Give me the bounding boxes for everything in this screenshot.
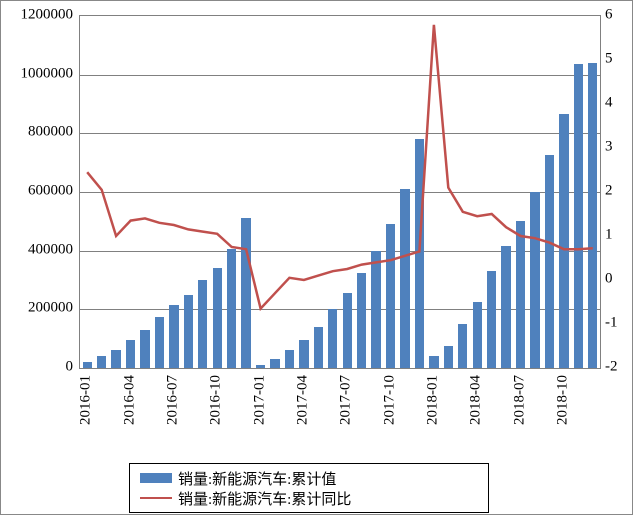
y1-axis-label: 0 — [1, 359, 73, 376]
legend-item: 销量:新能源汽车:累计值 — [140, 468, 478, 488]
y1-axis-label: 1000000 — [1, 65, 73, 82]
line-series — [80, 16, 600, 368]
y2-axis-label: 5 — [605, 51, 613, 68]
legend: 销量:新能源汽车:累计值销量:新能源汽车:累计同比 — [129, 463, 489, 513]
y1-axis-label: 400000 — [1, 241, 73, 258]
x-axis-label: 2017-01 — [251, 375, 268, 425]
legend-label: 销量:新能源汽车:累计值 — [178, 468, 336, 489]
x-axis-label: 2016-07 — [164, 375, 181, 425]
y1-axis-label: 600000 — [1, 183, 73, 200]
x-axis-label: 2018-07 — [511, 375, 528, 425]
y2-axis-label: 1 — [605, 227, 613, 244]
x-axis-label: 2016-04 — [121, 375, 138, 425]
x-axis-label: 2017-04 — [294, 375, 311, 425]
y2-axis-label: 6 — [605, 7, 613, 24]
x-axis-label: 2016-01 — [78, 375, 95, 425]
x-axis-label: 2018-10 — [554, 375, 571, 425]
legend-label: 销量:新能源汽车:累计同比 — [178, 488, 351, 509]
y2-axis-label: -2 — [605, 359, 618, 376]
plot-area — [79, 15, 601, 369]
y2-axis-label: 2 — [605, 183, 613, 200]
y2-axis-label: 0 — [605, 271, 613, 288]
y1-axis-label: 1200000 — [1, 7, 73, 24]
legend-swatch-bar — [140, 473, 172, 483]
y2-axis-label: 3 — [605, 139, 613, 156]
y1-axis-label: 200000 — [1, 300, 73, 317]
legend-item: 销量:新能源汽车:累计同比 — [140, 488, 478, 508]
legend-swatch-line — [140, 497, 172, 500]
x-axis-label: 2017-07 — [338, 375, 355, 425]
y2-axis-label: 4 — [605, 95, 613, 112]
x-axis-label: 2016-10 — [208, 375, 225, 425]
chart-container: 销量:新能源汽车:累计值销量:新能源汽车:累计同比 0 200000 400000 6… — [0, 0, 633, 515]
x-axis-label: 2018-04 — [468, 375, 485, 425]
y1-axis-label: 800000 — [1, 124, 73, 141]
x-axis-label: 2017-10 — [381, 375, 398, 425]
x-axis-label: 2018-01 — [424, 375, 441, 425]
y2-axis-label: -1 — [605, 315, 618, 332]
